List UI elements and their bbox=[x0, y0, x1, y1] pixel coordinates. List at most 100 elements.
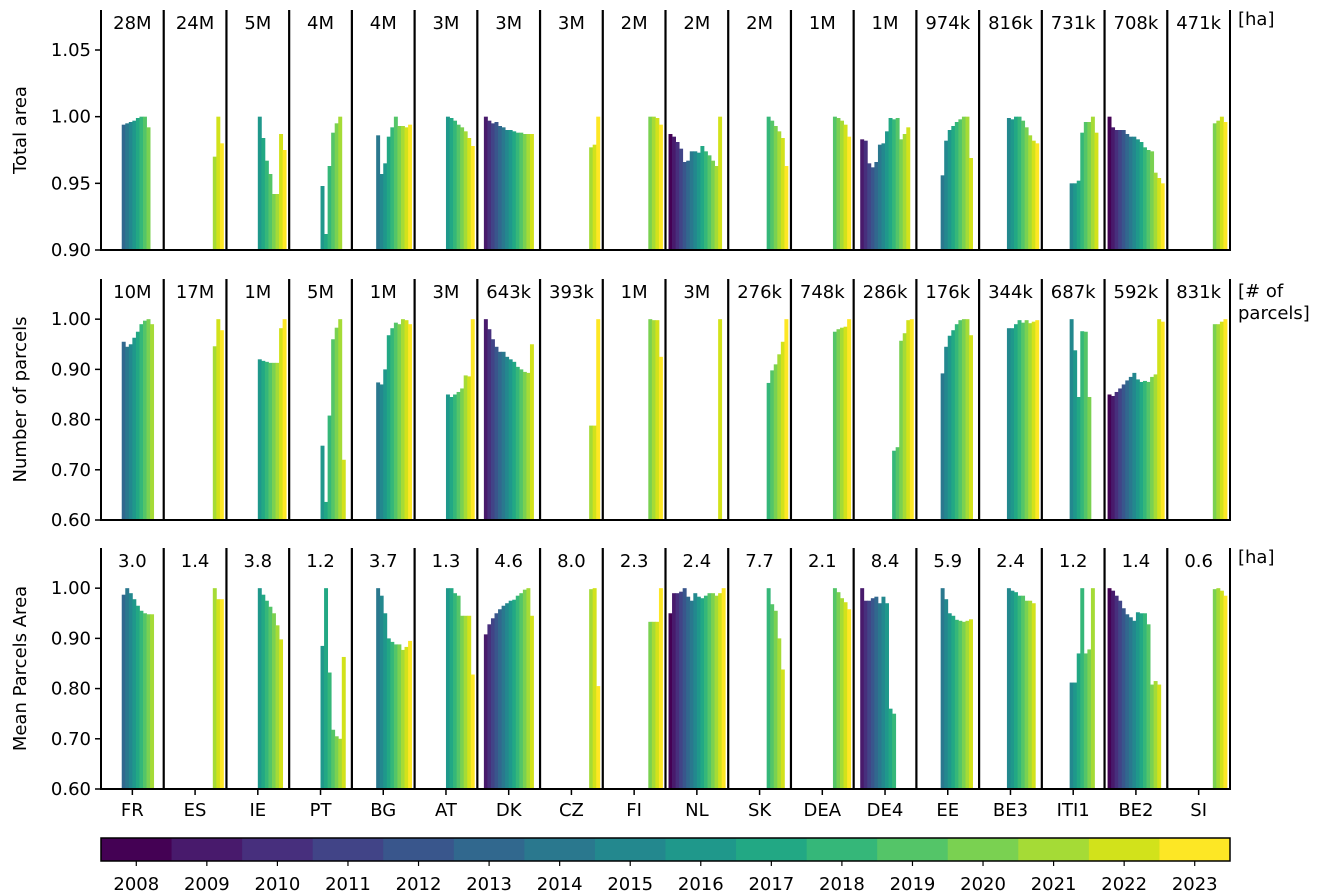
bar-EE-2018 bbox=[954, 122, 959, 250]
bar-BG-2015 bbox=[379, 174, 384, 250]
bar-AT-2019 bbox=[456, 124, 461, 250]
bar-CZ-2021 bbox=[589, 147, 594, 250]
group-total-label: 1.4 bbox=[1122, 551, 1151, 572]
y-tick-label: 1.05 bbox=[51, 40, 91, 61]
group-total-label: 1.2 bbox=[306, 551, 335, 572]
bar-DK-2016 bbox=[508, 359, 513, 520]
bar-DEA-2023 bbox=[847, 136, 852, 250]
group-total-label: 10M bbox=[113, 282, 151, 303]
bar-BE3-2016 bbox=[1010, 590, 1015, 789]
colorbar-tick-label: 2008 bbox=[113, 874, 159, 895]
group-total-label: 2M bbox=[621, 13, 648, 34]
bar-PT-2021 bbox=[338, 738, 343, 789]
group-total-label: 3M bbox=[432, 282, 459, 303]
group-total-label: 1M bbox=[370, 282, 397, 303]
bar-BE2-2017 bbox=[1139, 381, 1144, 520]
bar-DE4-2020 bbox=[899, 340, 904, 520]
bar-BE2-2018 bbox=[1143, 613, 1147, 789]
group-total-label: 4M bbox=[307, 13, 334, 34]
group-total-label: 2.1 bbox=[808, 551, 837, 572]
x-tick-label: FI bbox=[626, 800, 642, 821]
bar-BE3-2017 bbox=[1014, 324, 1018, 520]
bar-NL-2022 bbox=[718, 319, 723, 520]
group-total-label: 1M bbox=[872, 13, 899, 34]
group-total-label: 276k bbox=[737, 282, 782, 303]
colorbar-tick-label: 2020 bbox=[960, 874, 1006, 895]
bar-FR-2016 bbox=[132, 120, 137, 250]
bar-SI-2022 bbox=[1219, 116, 1224, 250]
bar-IE-2021 bbox=[275, 362, 280, 520]
bar-EE-2019 bbox=[958, 620, 963, 789]
bar-IE-2020 bbox=[271, 194, 276, 250]
bar-DE4-2020 bbox=[899, 139, 904, 250]
group-total-label: 3M bbox=[558, 13, 585, 34]
bar-DK-2021 bbox=[526, 134, 531, 250]
x-tick-label: DEA bbox=[804, 800, 842, 821]
bar-BG-2017 bbox=[386, 136, 391, 250]
bar-BE2-2011 bbox=[1118, 388, 1123, 520]
bar-BG-2022 bbox=[404, 320, 409, 520]
bar-IE-2018 bbox=[264, 361, 269, 520]
bar-DK-2020 bbox=[522, 589, 527, 789]
bar-DEA-2020 bbox=[836, 118, 841, 250]
bar-DEA-2021 bbox=[840, 120, 844, 250]
bar-FR-2015 bbox=[128, 593, 133, 789]
bar-FR-2013 bbox=[121, 341, 126, 520]
bar-BE3-2020 bbox=[1024, 600, 1029, 789]
bar-BG-2014 bbox=[376, 588, 381, 789]
bar-DK-2017 bbox=[512, 131, 517, 250]
bar-ITI1-2022 bbox=[1094, 132, 1099, 250]
bar-BG-2023 bbox=[408, 124, 413, 250]
bar-DE4-2014 bbox=[877, 603, 882, 789]
bar-DE4-2013 bbox=[874, 596, 879, 789]
bar-FI-2023 bbox=[658, 588, 663, 789]
bar-BG-2022 bbox=[404, 646, 409, 789]
bar-EE-2014 bbox=[940, 373, 945, 520]
group-total-label: 748k bbox=[800, 282, 845, 303]
bar-BE2-2022 bbox=[1157, 319, 1162, 520]
bar-ES-2021 bbox=[212, 588, 217, 789]
group-total-label: 592k bbox=[1114, 282, 1159, 303]
bar-AT-2018 bbox=[453, 120, 458, 250]
bar-AT-2021 bbox=[463, 131, 468, 250]
bar-BG-2017 bbox=[386, 335, 391, 520]
bar-SI-2022 bbox=[1219, 321, 1224, 520]
bar-DE4-2018 bbox=[892, 450, 897, 520]
bar-NL-2011 bbox=[679, 148, 684, 250]
bar-NL-2015 bbox=[693, 593, 698, 789]
bar-BE3-2021 bbox=[1028, 323, 1033, 520]
bar-DEA-2022 bbox=[843, 124, 848, 250]
group-total-label: 8.0 bbox=[557, 551, 586, 572]
group-total-label: 2M bbox=[746, 13, 773, 34]
bar-BE3-2017 bbox=[1014, 592, 1018, 789]
bar-PT-2020 bbox=[334, 123, 339, 250]
bar-PT-2020 bbox=[334, 327, 339, 520]
bar-BG-2021 bbox=[400, 649, 405, 789]
bar-BE2-2017 bbox=[1139, 142, 1144, 250]
bar-PT-2017 bbox=[324, 234, 329, 250]
bar-IE-2018 bbox=[264, 600, 269, 789]
bar-DK-2018 bbox=[515, 132, 520, 250]
group-total-label: 3.8 bbox=[243, 551, 272, 572]
bar-IE-2017 bbox=[261, 594, 266, 789]
bar-PT-2018 bbox=[327, 166, 332, 250]
bar-NL-2023 bbox=[721, 588, 726, 789]
bar-DE4-2015 bbox=[881, 596, 886, 789]
group-total-label: 1.2 bbox=[1059, 551, 1088, 572]
bar-NL-2014 bbox=[689, 600, 694, 789]
colorbar-swatch bbox=[383, 838, 455, 861]
bar-FR-2015 bbox=[128, 122, 133, 250]
bar-DEA-2021 bbox=[840, 598, 844, 789]
bar-DE4-2016 bbox=[885, 131, 889, 250]
bar-AT-2016 bbox=[445, 116, 450, 250]
bar-FR-2016 bbox=[132, 337, 137, 520]
panel-2 bbox=[95, 279, 1231, 521]
y-tick-label: 0.70 bbox=[51, 460, 91, 481]
y-tick-label: 0.80 bbox=[51, 679, 91, 700]
group-total-label: 974k bbox=[925, 13, 970, 34]
bar-SK-2023 bbox=[784, 166, 789, 250]
bar-SK-2022 bbox=[780, 138, 785, 250]
bar-DK-2020 bbox=[522, 134, 527, 250]
bar-SK-2022 bbox=[780, 669, 785, 789]
bar-SI-2020 bbox=[1212, 123, 1217, 250]
